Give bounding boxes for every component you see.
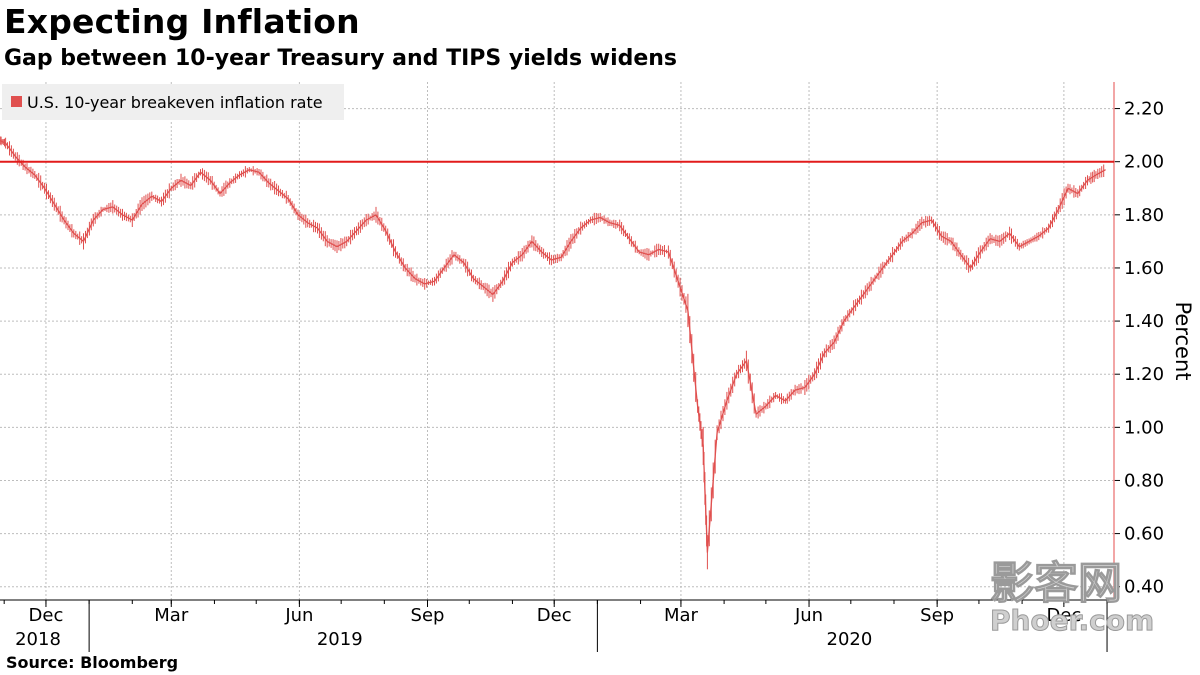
- x-tick-label: Dec: [29, 605, 64, 626]
- y-tick-label: 0.40: [1124, 577, 1164, 598]
- series-group: [0, 136, 1106, 570]
- y-tick-label: 0.80: [1124, 470, 1164, 491]
- watermark-latin: Phoer.com: [990, 604, 1154, 637]
- y-tick-label: 1.20: [1124, 364, 1164, 385]
- x-tick-label: Mar: [154, 605, 189, 626]
- source-note: Source: Bloomberg: [6, 653, 179, 672]
- y-tick-label: 2.20: [1124, 99, 1164, 120]
- legend: U.S. 10-year breakeven inflation rate: [2, 84, 344, 120]
- y-axis-label: Percent: [1171, 301, 1195, 380]
- y-tick-label: 1.80: [1124, 205, 1164, 226]
- gridlines: [0, 82, 1114, 600]
- y-tick-label: 1.40: [1124, 311, 1164, 332]
- x-tick-label: Jun: [284, 605, 313, 626]
- x-tick-label: Sep: [920, 605, 954, 626]
- year-label: 2019: [317, 629, 363, 650]
- y-axis: 0.40 0.60 0.80 1.00 1.20 1.40 1.60 1.80 2.00 2.20: [1113, 82, 1164, 600]
- x-tick-label: Jun: [794, 605, 823, 626]
- x-tick-label: Dec: [537, 605, 572, 626]
- x-tick-label: Dec: [1046, 605, 1081, 626]
- year-label: 2018: [15, 629, 61, 650]
- x-tick-label: Mar: [664, 605, 699, 626]
- x-tick-label: Sep: [411, 605, 445, 626]
- x-axis: Dec Mar Jun Sep Dec Mar Jun Sep Dec 2018 2019 2020: [0, 599, 1114, 652]
- watermark-chinese: 影客网: [990, 558, 1122, 609]
- watermark: 影客网 Phoer.com: [990, 558, 1155, 638]
- y-tick-label: 0.60: [1124, 524, 1164, 545]
- chart-subtitle: Gap between 10-year Treasury and TIPS yi…: [4, 46, 678, 71]
- chart-title: Expecting Inflation: [4, 2, 360, 41]
- y-tick-label: 2.00: [1124, 152, 1164, 173]
- y-tick-label: 1.00: [1124, 417, 1164, 438]
- legend-label: U.S. 10-year breakeven inflation rate: [27, 93, 323, 112]
- legend-swatch: [11, 96, 22, 107]
- legend-box: [2, 84, 344, 120]
- y-tick-label: 1.60: [1124, 258, 1164, 279]
- year-label: 2020: [827, 629, 873, 650]
